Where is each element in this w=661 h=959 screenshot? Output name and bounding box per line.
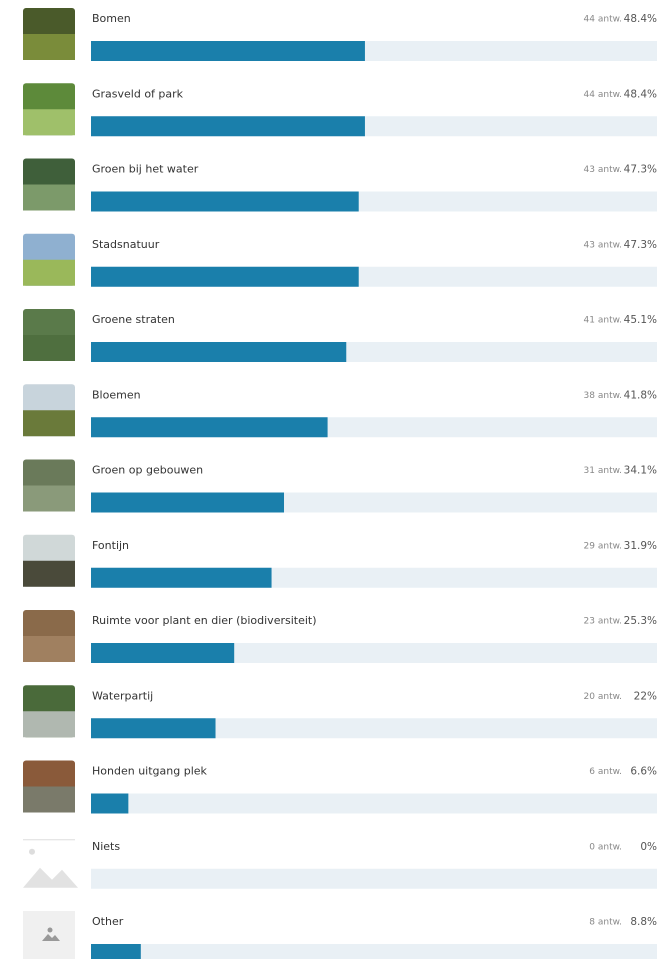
answer-percent: 45.1% [624,314,657,326]
thumbnail-lower [23,485,75,512]
bar-track [91,718,657,739]
result-row: Bomen 44 antw. 48.4% [23,8,657,60]
answer-label: Fontijn [92,539,129,552]
bar [91,41,365,61]
result-row: Grasveld of park 44 antw. 48.4% [23,83,657,136]
answer-percent: 48.4% [624,13,657,25]
thumbnail-lower [23,34,75,60]
answer-percent: 6.6% [630,766,657,778]
answer-percent: 47.3% [624,164,657,176]
answer-count: 44 antw. [584,15,622,25]
answer-percent: 34.1% [624,465,657,477]
answer-count: 43 antw. [584,165,622,175]
bar [91,643,235,663]
result-row: Honden uitgang plek 6 antw. 6.6% [23,760,657,813]
answer-label: Groen bij het water [92,163,199,176]
answer-count: 8 antw. [589,918,622,928]
answer-count: 43 antw. [584,240,622,250]
bar [91,116,365,137]
result-row: Bloemen 38 antw. 41.8% [23,384,657,437]
bar [91,567,272,588]
answer-count: 41 antw. [584,316,622,326]
answer-label: Ruimte voor plant en dier (biodiversitei… [92,614,317,627]
answer-count: 6 antw. [589,767,622,777]
answer-count: 0 antw. [589,842,622,852]
bar-track [91,793,657,814]
thumbnail-lower [23,335,75,361]
bar-track [91,868,657,889]
answer-label: Grasveld of park [92,87,184,100]
thumbnail-lower [23,259,75,286]
answer-percent: 41.8% [624,389,657,401]
thumbnail-lower [23,636,75,662]
bar [91,191,359,212]
placeholder-sun [29,848,35,855]
answer-count: 23 antw. [584,617,622,627]
answer-percent: 0% [640,841,657,853]
result-row: Niets 0 antw. 0% [23,839,657,888]
answer-count: 20 antw. [584,692,622,702]
result-row: Other 8 antw. 8.8% [23,911,657,959]
thumbnail-lower [23,711,75,738]
bar [91,492,285,513]
bar [91,417,328,438]
answer-label: Groen op gebouwen [92,464,203,477]
placeholder-mountains [23,867,78,888]
thumbnail-lower [23,560,75,587]
answer-percent: 22% [634,690,657,702]
result-row: Waterpartij 20 antw. 22% [23,685,657,738]
bar [91,342,347,362]
result-row: Fontijn 29 antw. 31.9% [23,534,657,587]
result-row: Ruimte voor plant en dier (biodiversitei… [23,610,657,662]
thumbnail-lower [23,109,75,136]
answer-count: 38 antw. [584,391,622,401]
answer-percent: 47.3% [624,239,657,251]
answer-label: Waterpartij [92,689,153,702]
bar-track [91,944,657,959]
answer-percent: 31.9% [624,540,657,552]
bar [91,793,129,814]
result-row: Stadsnatuur 43 antw. 47.3% [23,233,657,286]
answer-percent: 48.4% [624,88,657,100]
answer-percent: 8.8% [630,916,657,928]
bar [91,718,216,739]
bar [91,944,141,959]
answer-count: 31 antw. [584,466,622,476]
result-row: Groene straten 41 antw. 45.1% [23,309,657,361]
bar [91,266,359,287]
answer-label: Niets [92,840,120,853]
answer-count: 44 antw. [584,90,622,100]
answer-count: 29 antw. [584,541,622,551]
placeholder-sun [47,927,53,933]
answer-label: Bomen [92,12,131,25]
thumbnail-lower [23,410,75,437]
answer-label: Stadsnatuur [92,238,160,251]
answer-label: Honden uitgang plek [92,765,208,778]
answer-label: Bloemen [92,388,141,401]
thumbnail-lower [23,184,75,211]
answer-label: Groene straten [92,313,175,326]
result-row: Groen op gebouwen 31 antw. 34.1% [23,459,657,512]
result-row: Groen bij het water 43 antw. 47.3% [23,158,657,211]
answer-label: Other [92,915,124,928]
placeholder-mountains [42,934,60,941]
thumbnail-lower [23,786,75,813]
answer-percent: 25.3% [624,615,657,627]
